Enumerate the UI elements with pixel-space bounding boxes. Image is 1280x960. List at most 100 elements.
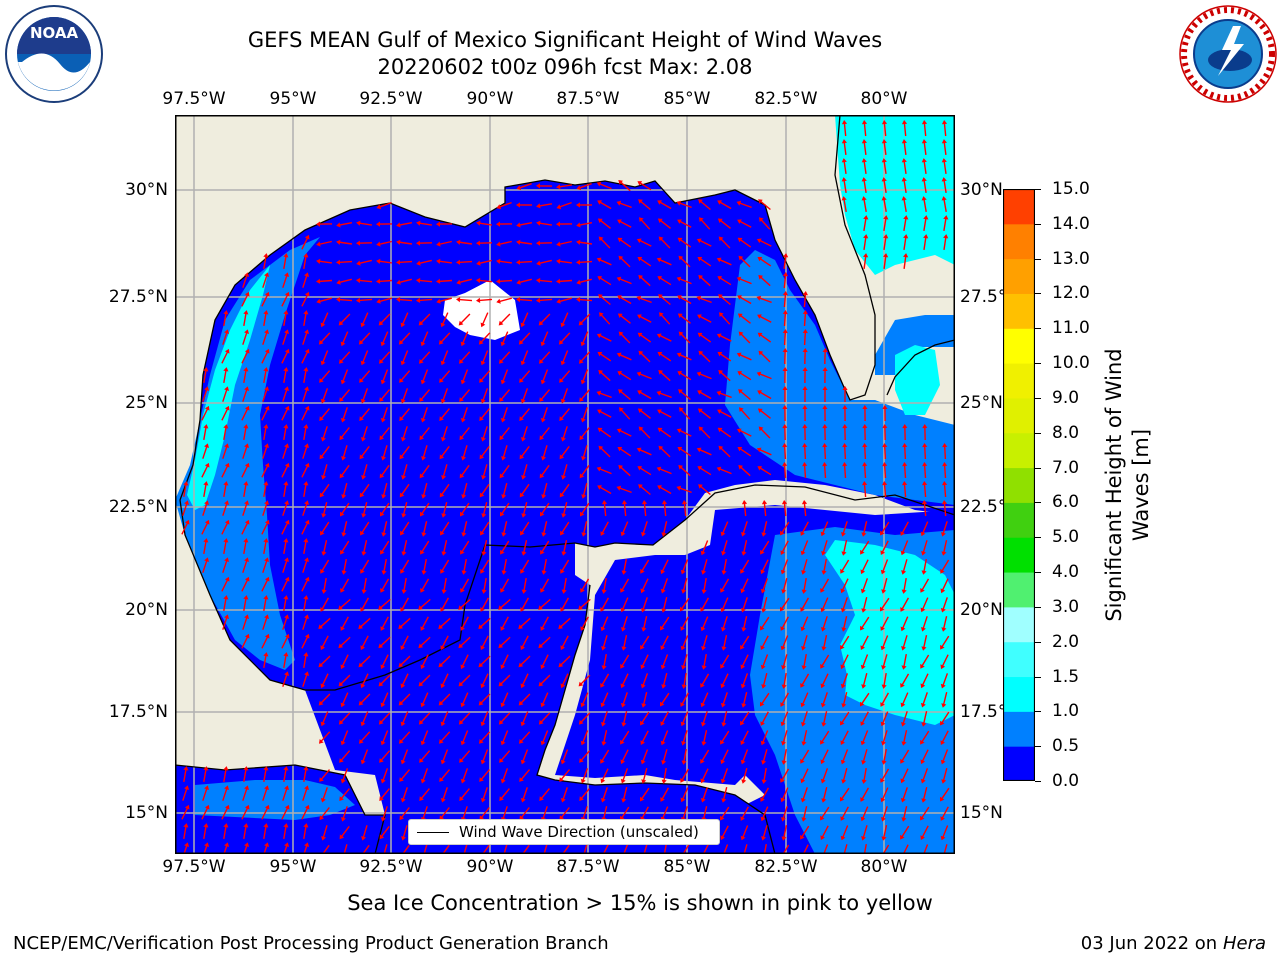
wave-direction-arrow bbox=[263, 538, 269, 555]
wave-direction-arrow bbox=[316, 240, 332, 247]
wave-direction-arrow bbox=[637, 257, 652, 267]
wave-direction-arrow bbox=[399, 769, 411, 782]
wave-direction-arrow bbox=[539, 788, 550, 801]
wave-direction-arrow bbox=[401, 540, 408, 556]
wave-direction-arrow bbox=[520, 635, 529, 650]
wave-direction-arrow bbox=[339, 427, 350, 441]
wave-direction-arrow bbox=[436, 258, 452, 264]
wave-direction-arrow bbox=[823, 844, 829, 854]
wave-direction-arrow bbox=[643, 844, 648, 854]
wave-direction-arrow bbox=[520, 749, 529, 765]
wave-direction-arrow bbox=[459, 464, 470, 479]
wave-direction-arrow bbox=[617, 371, 632, 381]
wave-direction-arrow bbox=[320, 635, 329, 650]
lat-tick-right: 30°N bbox=[960, 180, 1003, 200]
wave-direction-arrow bbox=[301, 234, 310, 250]
wave-direction-arrow bbox=[617, 237, 632, 248]
wave-direction-arrow bbox=[480, 635, 489, 650]
wave-direction-arrow bbox=[763, 843, 767, 854]
colorbar-tick-mark bbox=[1035, 223, 1041, 225]
wave-direction-arrow bbox=[320, 597, 330, 612]
wave-direction-arrow bbox=[920, 806, 930, 821]
wave-direction-arrow bbox=[760, 730, 769, 746]
wave-direction-arrow bbox=[476, 220, 493, 226]
wave-direction-arrow bbox=[396, 259, 413, 265]
wave-direction-arrow bbox=[501, 558, 507, 575]
wave-direction-arrow bbox=[717, 218, 731, 229]
wave-direction-arrow bbox=[320, 673, 329, 689]
wave-direction-arrow bbox=[920, 730, 930, 745]
wave-direction-arrow bbox=[521, 502, 528, 518]
wave-direction-arrow bbox=[183, 481, 189, 498]
wave-direction-arrow bbox=[498, 598, 511, 610]
wave-direction-arrow bbox=[697, 408, 711, 419]
wave-direction-arrow bbox=[338, 313, 351, 326]
wave-direction-arrow bbox=[600, 616, 609, 632]
wave-direction-arrow bbox=[641, 768, 648, 784]
wave-direction-arrow bbox=[556, 184, 573, 190]
wave-direction-arrow bbox=[419, 464, 430, 479]
wave-direction-arrow bbox=[700, 692, 709, 708]
wave-direction-arrow bbox=[400, 350, 409, 366]
wave-direction-arrow bbox=[701, 711, 708, 727]
colorbar-block bbox=[1003, 293, 1035, 329]
wave-direction-arrow bbox=[538, 636, 551, 649]
wave-direction-arrow bbox=[576, 278, 592, 285]
wave-direction-arrow bbox=[656, 390, 672, 399]
wave-direction-arrow bbox=[658, 445, 671, 458]
wave-direction-arrow bbox=[339, 389, 351, 402]
wave-direction-arrow bbox=[922, 443, 928, 460]
wave-direction-arrow bbox=[520, 388, 529, 404]
colorbar-tick-label: 14.0 bbox=[1052, 213, 1090, 234]
colorbar-tick-label: 5.0 bbox=[1052, 527, 1080, 548]
wave-direction-arrow bbox=[398, 693, 411, 706]
wave-direction-arrow bbox=[580, 578, 590, 593]
wave-direction-arrow bbox=[376, 240, 392, 247]
wave-direction-arrow bbox=[319, 408, 330, 421]
wave-direction-arrow bbox=[400, 521, 410, 536]
wave-direction-arrow bbox=[541, 521, 548, 537]
wave-direction-arrow bbox=[621, 711, 628, 727]
wave-direction-arrow bbox=[736, 200, 752, 209]
wave-direction-arrow bbox=[500, 730, 509, 746]
wave-direction-arrow bbox=[800, 768, 809, 784]
wave-direction-arrow bbox=[578, 674, 591, 687]
wave-direction-arrow bbox=[398, 332, 411, 345]
wave-direction-arrow bbox=[202, 386, 209, 402]
wave-direction-arrow bbox=[499, 788, 510, 801]
wave-direction-arrow bbox=[458, 712, 471, 725]
wave-direction-arrow bbox=[657, 485, 672, 495]
wave-direction-arrow bbox=[621, 635, 628, 651]
wave-direction-arrow bbox=[480, 711, 489, 727]
wave-direction-arrow bbox=[757, 257, 772, 267]
wave-direction-arrow bbox=[503, 844, 508, 854]
wave-direction-arrow bbox=[656, 466, 672, 475]
wave-direction-arrow bbox=[318, 332, 331, 345]
wave-direction-arrow bbox=[941, 196, 947, 213]
wave-direction-arrow bbox=[681, 730, 688, 746]
wave-direction-arrow bbox=[456, 239, 473, 245]
wave-direction-arrow bbox=[340, 578, 350, 593]
wave-direction-arrow bbox=[900, 768, 909, 784]
wave-direction-arrow bbox=[261, 633, 270, 649]
wave-direction-arrow bbox=[496, 240, 512, 247]
wave-direction-arrow bbox=[677, 237, 692, 248]
wave-direction-arrow bbox=[782, 405, 788, 422]
wave-direction-arrow bbox=[540, 692, 549, 708]
wave-direction-arrow bbox=[940, 806, 949, 821]
wave-direction-arrow bbox=[458, 598, 471, 610]
wave-direction-arrow bbox=[320, 312, 329, 328]
wave-direction-arrow bbox=[716, 333, 732, 342]
wave-direction-arrow bbox=[576, 239, 593, 245]
legend-label: Wind Wave Direction (unscaled) bbox=[459, 823, 699, 841]
wave-direction-arrow bbox=[496, 297, 512, 304]
wave-direction-arrow bbox=[476, 297, 493, 303]
wave-direction-arrow bbox=[519, 445, 530, 460]
wave-direction-arrow bbox=[921, 558, 927, 575]
wave-direction-arrow bbox=[340, 502, 350, 517]
wave-direction-arrow bbox=[902, 481, 908, 498]
wave-direction-arrow bbox=[556, 297, 572, 304]
colorbar-tick-label: 1.0 bbox=[1052, 701, 1080, 722]
wave-direction-arrow bbox=[283, 424, 289, 441]
wave-direction-arrow bbox=[680, 692, 690, 707]
